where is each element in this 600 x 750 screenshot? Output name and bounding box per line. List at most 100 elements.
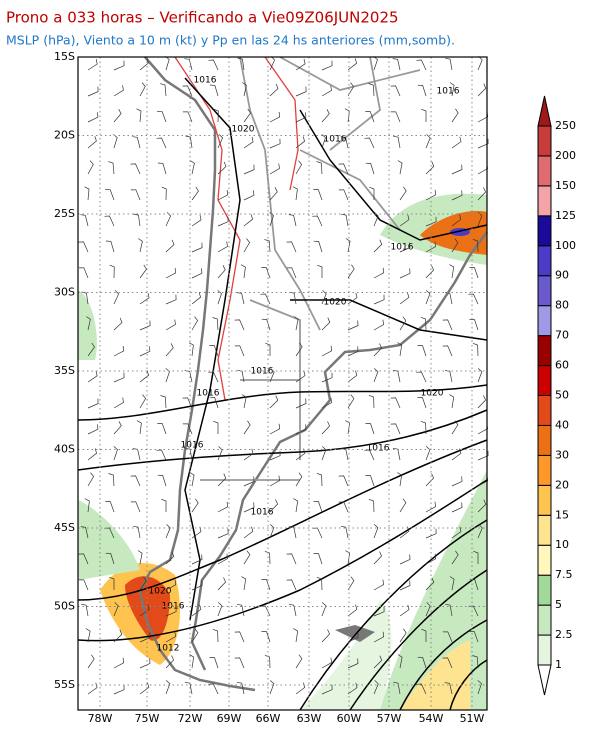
wind-barb	[264, 239, 271, 253]
wind-barb	[420, 316, 427, 331]
wind-barb	[393, 681, 401, 695]
colorbar-segment	[537, 484, 552, 516]
wind-barb	[113, 60, 125, 71]
wind-barb	[416, 683, 427, 695]
colorbar-label: 15	[555, 508, 569, 521]
wind-barb	[373, 239, 383, 253]
wind-barb	[321, 134, 326, 149]
wind-barb	[188, 342, 194, 357]
wind-barb	[321, 372, 333, 383]
wind-barb	[241, 394, 247, 409]
wind-barb	[347, 394, 355, 409]
wind-barb	[397, 160, 403, 175]
wind-barb	[130, 475, 141, 487]
colorbar-label: 200	[555, 149, 576, 162]
wind-barb	[261, 579, 271, 591]
isobar	[299, 109, 488, 241]
wind-barb	[217, 577, 227, 591]
wind-barb	[477, 187, 487, 201]
wind-barb	[390, 423, 401, 435]
wind-barb	[321, 629, 331, 643]
wind-barb	[236, 681, 245, 695]
precip-area	[125, 576, 170, 641]
wind-barb	[237, 369, 245, 383]
wind-barb	[182, 397, 193, 409]
wind-barb	[243, 164, 255, 175]
isobar	[290, 299, 488, 341]
wind-barb	[260, 605, 271, 617]
wind-barb	[347, 604, 358, 617]
wind-barb	[108, 473, 115, 487]
colorbar-label: 40	[555, 418, 569, 431]
wind-barb	[113, 345, 125, 357]
isobar-label: 1016	[194, 76, 217, 86]
wind-barb	[209, 657, 219, 669]
wind-barb	[472, 238, 479, 253]
colorbar-label: 7.5	[555, 568, 573, 581]
wind-barb	[269, 423, 281, 435]
lon-label: 57W	[377, 712, 402, 725]
colorbar-segment	[537, 155, 552, 187]
wind-barb	[345, 550, 351, 565]
wind-barb	[451, 190, 463, 201]
wind-barb	[87, 112, 99, 123]
wind-barb	[130, 501, 141, 513]
wind-barb	[477, 499, 487, 513]
wind-barb	[160, 395, 167, 409]
wind-barb	[157, 474, 167, 487]
wind-barb	[209, 84, 219, 97]
lon-label: 78W	[88, 712, 113, 725]
wind-barb	[85, 628, 91, 643]
wind-barb	[87, 424, 99, 435]
wind-barb	[113, 109, 122, 123]
wind-barb	[449, 82, 455, 97]
wind-barb	[316, 576, 323, 591]
wind-barb	[105, 501, 115, 513]
colorbar-segment	[537, 125, 552, 157]
wind-barb	[87, 448, 98, 461]
wind-barb	[113, 397, 124, 409]
wind-barb	[87, 342, 95, 357]
wind-barb	[243, 476, 255, 487]
precip-area	[78, 500, 140, 580]
isobar-label: 1016	[181, 441, 204, 451]
wind-barb	[321, 85, 332, 97]
wind-barb	[86, 316, 91, 331]
wind-barb	[243, 238, 251, 253]
precip-area	[400, 640, 470, 710]
wind-barb	[397, 472, 403, 487]
wind-barb	[469, 631, 479, 643]
wind-barb	[217, 189, 229, 201]
wind-barb	[184, 58, 193, 71]
colorbar-segment	[537, 215, 552, 247]
wind-barb	[477, 138, 489, 149]
wind-barb	[113, 290, 120, 305]
isobar-label: 1016	[251, 508, 274, 518]
isobar	[299, 519, 488, 711]
wind-barb	[243, 502, 255, 513]
wind-barb	[445, 57, 453, 71]
wind-barb	[113, 372, 125, 383]
wind-barb	[451, 108, 459, 123]
wind-barb	[444, 369, 453, 383]
wind-barb	[269, 499, 279, 513]
wind-barb	[87, 86, 99, 97]
wind-barb	[399, 498, 407, 513]
wind-barb	[234, 319, 245, 331]
lat-label: 35S	[54, 364, 75, 377]
wind-barb	[369, 186, 375, 200]
wind-barb	[451, 164, 463, 175]
wind-barb	[165, 606, 177, 617]
wind-barb	[156, 137, 167, 149]
wind-barb	[347, 292, 358, 305]
wind-barb	[156, 449, 167, 461]
wind-barb	[399, 316, 407, 331]
isobar	[184, 77, 241, 621]
colorbar-triangle	[537, 664, 552, 696]
wind-barb	[237, 57, 245, 71]
wind-barb	[347, 658, 359, 669]
wind-barb	[139, 292, 150, 305]
colorbar-segment	[537, 245, 552, 277]
wind-barb	[316, 472, 323, 487]
wind-barb	[217, 290, 222, 305]
